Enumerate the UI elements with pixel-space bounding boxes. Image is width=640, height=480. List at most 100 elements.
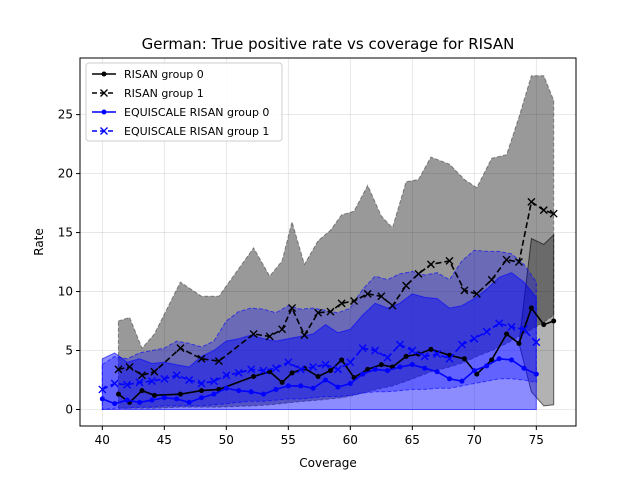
series-3-point-3 bbox=[135, 378, 144, 387]
series-2-point-12 bbox=[248, 389, 254, 395]
line-layer bbox=[98, 197, 558, 407]
series-0 bbox=[115, 305, 557, 405]
legend-marker-3 bbox=[100, 127, 108, 135]
series-2-point-14 bbox=[273, 386, 279, 392]
series-0-point-30 bbox=[551, 318, 557, 324]
series-3-point-2 bbox=[123, 380, 132, 389]
series-1-point-17 bbox=[377, 292, 386, 301]
series-3-point-30 bbox=[470, 334, 479, 343]
series-1-point-7 bbox=[249, 330, 258, 338]
series-3-point-33 bbox=[507, 322, 516, 331]
series-2-point-27 bbox=[434, 369, 440, 375]
series-2-point-4 bbox=[149, 397, 155, 403]
series-1-point-16 bbox=[363, 289, 372, 298]
legend-marker-0 bbox=[101, 71, 107, 77]
series-1-point-20 bbox=[414, 269, 423, 278]
series-0-point-25 bbox=[489, 357, 495, 363]
series-0-point-24 bbox=[474, 371, 480, 377]
series-1-point-6 bbox=[214, 357, 223, 366]
series-0-point-28 bbox=[528, 305, 534, 311]
series-3-point-32 bbox=[495, 319, 504, 328]
series-3-point-11 bbox=[234, 368, 243, 377]
legend-label-0: RISAN group 0 bbox=[124, 68, 204, 81]
series-2-point-17 bbox=[310, 385, 316, 391]
band-series-1 bbox=[117, 75, 555, 409]
series-0-point-2 bbox=[139, 388, 145, 394]
x-tick-label-2: 50 bbox=[219, 433, 234, 447]
series-3-point-13 bbox=[259, 366, 268, 375]
series-0-point-23 bbox=[461, 356, 467, 362]
series-2-point-33 bbox=[509, 357, 515, 363]
series-1-point-23 bbox=[460, 286, 469, 295]
tick-layer: 40 45 50 55 60 65 70 75 0 5 10 15 20 25 bbox=[58, 108, 544, 447]
series-0-point-13 bbox=[327, 368, 333, 374]
series-3-point-21 bbox=[358, 344, 367, 353]
series-0-point-0 bbox=[115, 391, 121, 397]
series-2-point-9 bbox=[211, 391, 217, 397]
series-2-point-22 bbox=[372, 366, 378, 372]
series-3-point-10 bbox=[222, 371, 231, 380]
series-2-point-28 bbox=[447, 376, 453, 382]
series-1-point-22 bbox=[445, 256, 454, 265]
series-0-point-17 bbox=[378, 362, 384, 368]
series-1-point-28 bbox=[527, 197, 536, 206]
series-0-point-16 bbox=[365, 366, 371, 372]
series-0-point-19 bbox=[403, 353, 409, 359]
series-0-point-14 bbox=[339, 357, 345, 363]
series-3-point-1 bbox=[110, 379, 119, 388]
series-3-point-31 bbox=[482, 327, 491, 336]
series-1-point-15 bbox=[350, 296, 359, 305]
series-2-point-15 bbox=[285, 383, 291, 389]
series-3-point-12 bbox=[247, 365, 256, 374]
series-2-point-25 bbox=[409, 362, 415, 368]
series-3-point-8 bbox=[197, 379, 206, 388]
series-2-point-13 bbox=[261, 391, 267, 397]
series-1-point-5 bbox=[197, 354, 206, 363]
series-2-point-6 bbox=[174, 396, 180, 402]
legend-label-1: RISAN group 1 bbox=[124, 87, 204, 100]
legend-marker-1 bbox=[100, 89, 108, 97]
series-3-point-4 bbox=[147, 377, 156, 386]
series-0-point-27 bbox=[516, 340, 522, 346]
y-tick-label-4: 20 bbox=[58, 167, 73, 181]
legend-item-3: EQUISCALE RISAN group 1 bbox=[92, 125, 269, 138]
series-3-point-9 bbox=[209, 377, 218, 386]
series-0-point-9 bbox=[279, 379, 285, 385]
series-2-point-0 bbox=[99, 396, 105, 402]
series-2-point-29 bbox=[459, 378, 465, 384]
series-3-point-0 bbox=[98, 385, 107, 394]
series-2-point-1 bbox=[112, 401, 118, 407]
x-tick-label-6: 70 bbox=[467, 433, 482, 447]
series-2-point-5 bbox=[161, 395, 167, 401]
legend-marker-2 bbox=[101, 109, 107, 115]
series-2 bbox=[99, 356, 539, 407]
series-3-point-34 bbox=[519, 325, 528, 334]
x-tick-label-4: 60 bbox=[343, 433, 358, 447]
series-3-point-27 bbox=[433, 350, 442, 359]
series-3-point-24 bbox=[395, 340, 404, 349]
series-3-point-16 bbox=[296, 365, 305, 374]
series-3-point-17 bbox=[309, 363, 318, 372]
series-3-point-15 bbox=[284, 358, 293, 367]
legend-label-2: EQUISCALE RISAN group 0 bbox=[124, 106, 269, 119]
series-1-point-2 bbox=[138, 371, 146, 380]
series-2-point-3 bbox=[137, 399, 143, 405]
series-1-point-9 bbox=[278, 325, 287, 334]
series-3-point-18 bbox=[321, 360, 330, 369]
legend-item-2: EQUISCALE RISAN group 0 bbox=[92, 106, 269, 119]
series-1-point-14 bbox=[337, 299, 346, 308]
series-3-point-22 bbox=[371, 346, 380, 355]
legend-frame bbox=[85, 62, 283, 142]
series-2-point-23 bbox=[385, 368, 391, 374]
series-0-point-10 bbox=[289, 370, 295, 376]
series-0-point-5 bbox=[199, 388, 205, 394]
series-3-point-29 bbox=[457, 340, 466, 349]
series-3-point-19 bbox=[333, 365, 342, 374]
series-line-3 bbox=[101, 322, 537, 391]
y-tick-label-3: 15 bbox=[58, 226, 73, 240]
legend: RISAN group 0 RISAN group 1 EQUISCALE RISA… bbox=[85, 62, 283, 142]
series-0-point-3 bbox=[151, 392, 157, 398]
series-1-point-13 bbox=[326, 307, 335, 316]
series-3-point-23 bbox=[383, 353, 392, 362]
